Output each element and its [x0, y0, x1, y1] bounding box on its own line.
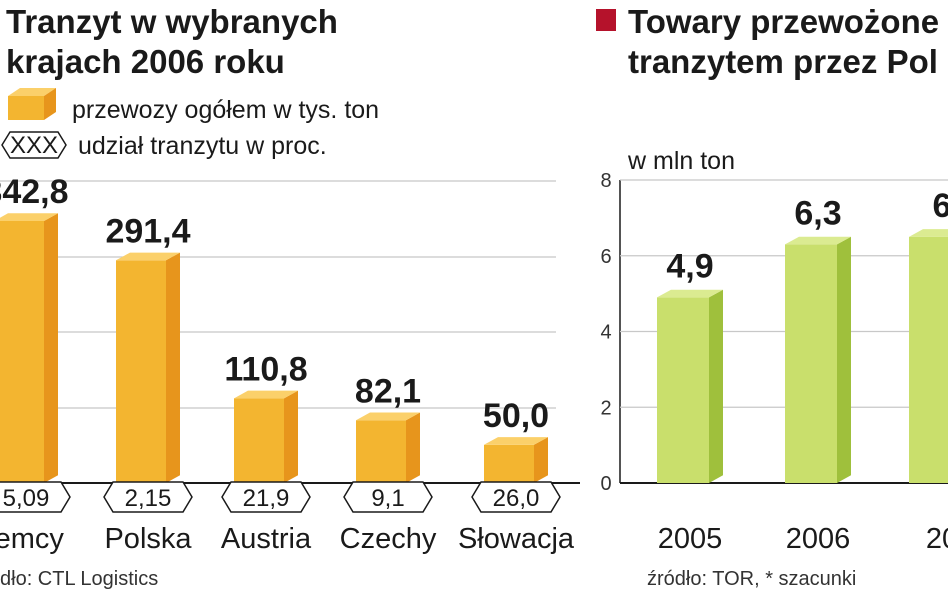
- left-category-label-4: Słowacja: [458, 523, 575, 555]
- left-bar-3: [356, 412, 420, 483]
- left-share-label-0: 5,09: [3, 485, 50, 512]
- right-y-tick-0: 0: [600, 473, 611, 495]
- left-share-hexagon-1: [103, 481, 193, 513]
- left-share-label-1: 2,15: [125, 485, 172, 512]
- right-y-unit-label: w mln ton: [627, 147, 735, 175]
- left-value-label-3: 82,1: [355, 372, 421, 410]
- right-title-line-2: tranzytem przez Pol: [628, 43, 938, 80]
- left-share-hexagon-3: [343, 481, 433, 513]
- left-value-label-1: 291,4: [105, 212, 190, 250]
- left-chart: Tranzyt w wybranych krajach 2006 roku pr…: [0, 3, 580, 590]
- right-y-tick-4: 8: [600, 170, 611, 192]
- left-source: dło: CTL Logistics: [0, 568, 158, 590]
- right-bar-2: [909, 229, 948, 483]
- left-category-label-0: iemcy: [0, 523, 64, 555]
- left-title-line-1: Tranzyt w wybranych: [6, 3, 338, 40]
- right-title-line-1: Towary przewożone: [628, 3, 939, 40]
- right-y-tick-3: 6: [600, 246, 611, 268]
- right-category-label-1: 2006: [786, 523, 851, 555]
- left-category-label-3: Czechy: [340, 523, 437, 555]
- right-y-tick-1: 2: [600, 397, 611, 419]
- right-bars: [657, 229, 948, 483]
- right-gridlines: 0 2 4 6 8: [600, 170, 948, 495]
- right-y-tick-2: 4: [600, 322, 611, 344]
- orange-box-icon: [8, 88, 56, 120]
- right-labels: 4,9 2005 6,3 2006 6 20: [658, 187, 948, 555]
- left-value-label-0: 342,8: [0, 173, 69, 211]
- right-bar-0: [657, 289, 723, 483]
- left-share-hexagon-4: [471, 481, 561, 513]
- right-value-label-0: 4,9: [666, 247, 713, 285]
- legend-total-label: przewozy ogółem w tys. ton: [72, 96, 379, 124]
- hexagon-xxx-icon: XXX: [1, 131, 67, 159]
- right-source: źródło: TOR, * szacunki: [647, 568, 856, 590]
- left-share-label-3: 9,1: [371, 485, 404, 512]
- right-value-label-2: 6: [933, 187, 948, 225]
- left-share-hexagon-0: [0, 481, 71, 513]
- left-share-hexagon-2: [221, 481, 311, 513]
- left-share-label-4: 26,0: [493, 485, 540, 512]
- right-category-label-0: 2005: [658, 523, 723, 555]
- left-category-label-2: Austria: [221, 523, 312, 555]
- right-chart: Towary przewożone tranzytem przez Pol w …: [596, 3, 948, 590]
- left-labels: 342,8 5,09 iemcy 291,4 2,15 Polska 110,8 21,9 Au…: [0, 173, 575, 555]
- left-category-label-1: Polska: [104, 523, 192, 555]
- left-share-label-2: 21,9: [243, 485, 290, 512]
- left-bar-4: [484, 437, 548, 483]
- left-value-label-4: 50,0: [483, 397, 549, 435]
- left-bar-2: [234, 390, 298, 483]
- title-marker-icon: [596, 9, 616, 31]
- right-value-label-1: 6,3: [794, 194, 841, 232]
- legend-share-symbol-text: XXX: [10, 132, 58, 159]
- left-title-line-2: krajach 2006 roku: [6, 43, 285, 80]
- left-bar-0: [0, 213, 58, 484]
- legend-share-label: udział tranzytu w proc.: [78, 132, 327, 160]
- left-value-label-2: 110,8: [224, 350, 307, 388]
- right-category-label-2: 20: [926, 523, 948, 555]
- right-bar-1: [785, 236, 851, 483]
- left-bars: [0, 213, 548, 484]
- left-bar-1: [116, 252, 180, 483]
